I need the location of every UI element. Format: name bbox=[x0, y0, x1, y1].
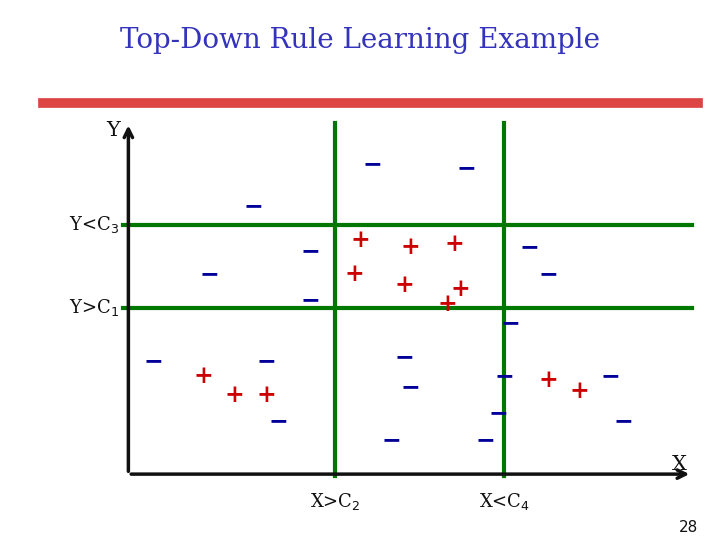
Text: −: − bbox=[500, 311, 521, 335]
Text: −: − bbox=[300, 288, 320, 312]
Text: +: + bbox=[194, 364, 213, 388]
Text: −: − bbox=[269, 409, 289, 433]
Text: −: − bbox=[538, 262, 558, 286]
Text: −: − bbox=[488, 402, 508, 426]
Text: +: + bbox=[538, 368, 558, 392]
Text: −: − bbox=[244, 194, 264, 218]
Text: −: − bbox=[200, 262, 220, 286]
Text: Top-Down Rule Learning Example: Top-Down Rule Learning Example bbox=[120, 27, 600, 54]
Text: −: − bbox=[394, 345, 414, 369]
Text: −: − bbox=[300, 239, 320, 263]
Text: −: − bbox=[382, 428, 401, 452]
Text: +: + bbox=[394, 273, 414, 297]
Text: +: + bbox=[570, 379, 589, 403]
Text: −: − bbox=[475, 428, 495, 452]
Text: Y>C$_1$: Y>C$_1$ bbox=[69, 298, 119, 318]
Text: +: + bbox=[438, 292, 458, 316]
Text: −: − bbox=[495, 364, 514, 388]
Text: X: X bbox=[672, 455, 687, 474]
Text: −: − bbox=[400, 375, 420, 399]
Text: +: + bbox=[451, 277, 470, 301]
Text: −: − bbox=[600, 364, 621, 388]
Text: +: + bbox=[350, 228, 370, 252]
Text: +: + bbox=[444, 232, 464, 255]
Text: 28: 28 bbox=[679, 519, 698, 535]
Text: −: − bbox=[363, 152, 382, 176]
Text: Y: Y bbox=[106, 120, 120, 140]
Text: −: − bbox=[143, 349, 163, 373]
Text: Y<C$_3$: Y<C$_3$ bbox=[69, 214, 119, 235]
Text: X>C$_2$: X>C$_2$ bbox=[310, 491, 361, 512]
Text: +: + bbox=[400, 235, 420, 259]
Text: +: + bbox=[225, 383, 245, 407]
Text: +: + bbox=[256, 383, 276, 407]
Text: −: − bbox=[456, 156, 477, 180]
Text: −: − bbox=[256, 349, 276, 373]
Text: −: − bbox=[613, 409, 633, 433]
Text: +: + bbox=[344, 262, 364, 286]
Text: −: − bbox=[519, 235, 539, 259]
Text: X<C$_4$: X<C$_4$ bbox=[479, 491, 530, 512]
